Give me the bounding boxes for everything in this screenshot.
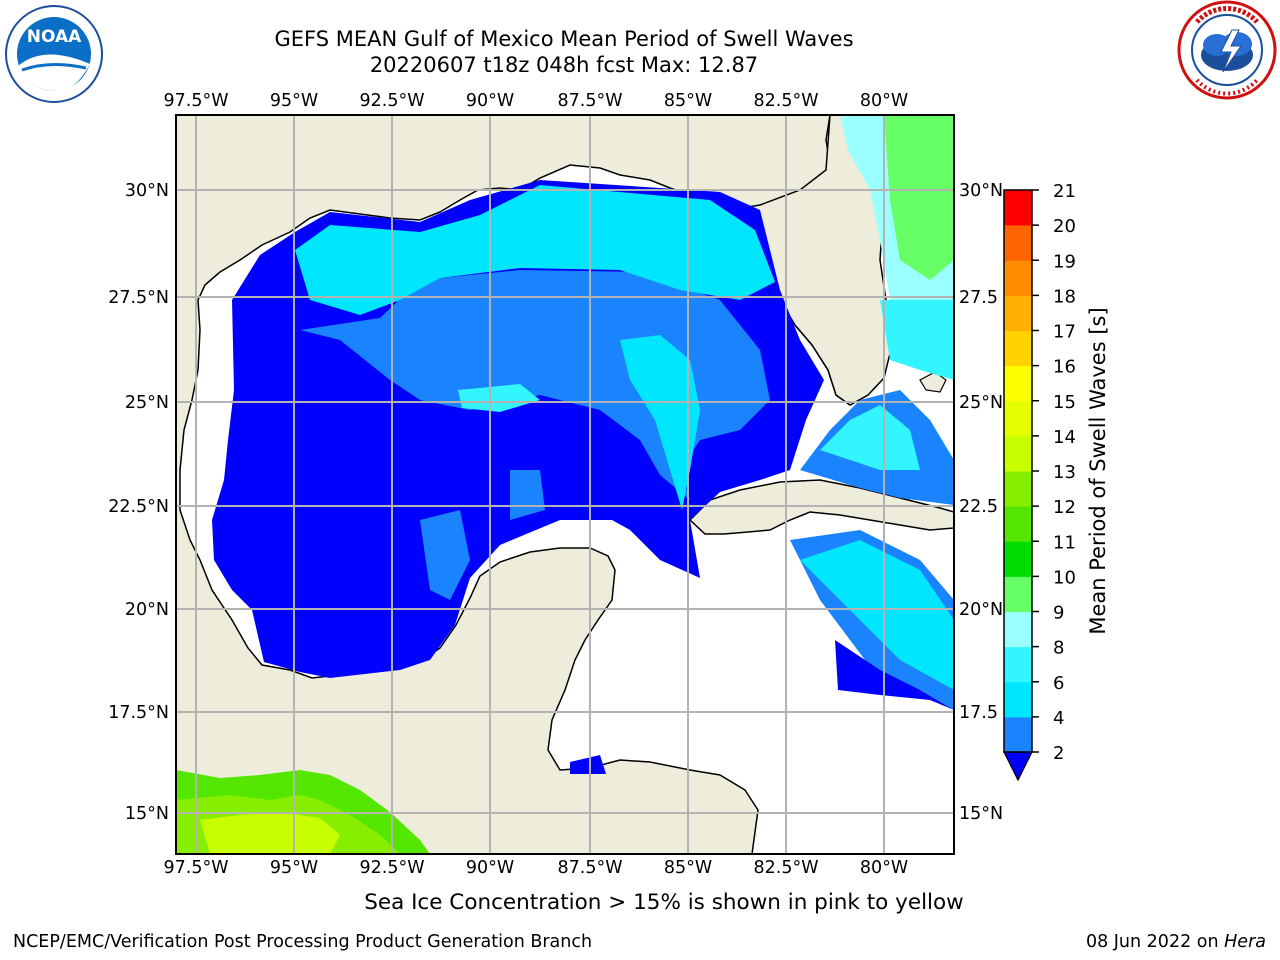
- lat-tick-label-right: 15°N: [959, 804, 1003, 824]
- lat-tick-label-left: 15°N: [125, 804, 169, 824]
- colorbar-segment: [1004, 576, 1032, 612]
- footer-credit: NCEP/EMC/Verification Post Processing Pr…: [13, 932, 593, 952]
- lat-tick-label-left: 25°N: [125, 393, 169, 413]
- colorbar-segment: [1004, 716, 1032, 753]
- footer-date: 08 Jun 2022 on Hera: [1086, 932, 1266, 952]
- lon-tick-label-top: 82.5°W: [753, 91, 818, 111]
- lat-tick-label-right: 27.5: [959, 288, 998, 308]
- lon-tick-label-bottom: 85°W: [664, 858, 712, 878]
- lon-tick-label-top: 90°W: [466, 91, 514, 111]
- lon-tick-label-top: 85°W: [664, 91, 712, 111]
- lon-tick-label-bottom: 80°W: [860, 858, 908, 878]
- colorbar-tick-label: 21: [1053, 181, 1076, 202]
- colorbar-tick-label: 12: [1053, 497, 1076, 518]
- lon-tick-label-bottom: 92.5°W: [359, 858, 424, 878]
- colorbar-tick-label: 2: [1053, 743, 1064, 764]
- colorbar-segment-top: [1004, 190, 1032, 226]
- lat-tick-label-left: 27.5°N: [108, 288, 169, 308]
- title-line-2: 20220607 t18z 048h fcst Max: 12.87: [369, 53, 759, 77]
- colorbar-segment: [1004, 471, 1032, 507]
- lon-tick-label-top: 97.5°W: [163, 91, 228, 111]
- colorbar-tick-label: 4: [1053, 708, 1064, 729]
- colorbar-tick-label: 20: [1053, 216, 1076, 237]
- lon-tick-label-bottom: 97.5°W: [163, 858, 228, 878]
- colorbar-tick-label: 18: [1053, 286, 1076, 307]
- colorbar-tick-label: 10: [1053, 567, 1076, 588]
- noaa-logo-text: NOAA: [27, 27, 82, 47]
- colorbar-segment: [1004, 435, 1032, 472]
- lon-tick-label-bottom: 82.5°W: [753, 858, 818, 878]
- colorbar-tick-label: 15: [1053, 392, 1076, 413]
- colorbar-tick-label: 8: [1053, 638, 1064, 659]
- lon-tick-label-bottom: 87.5°W: [557, 858, 622, 878]
- colorbar: 2 4 6 8 9 10 11 12 13 14 15 16 17 18 19 20 21: [1003, 181, 1076, 782]
- lat-tick-label-right: 20°N: [959, 600, 1003, 620]
- map-gridlines: [176, 115, 954, 854]
- colorbar-segment: [1004, 541, 1032, 577]
- swell-field: [212, 115, 954, 774]
- colorbar-tick-label: 17: [1053, 322, 1076, 343]
- colorbar-tick-label: 6: [1053, 673, 1064, 694]
- colorbar-tick-label: 11: [1053, 532, 1076, 553]
- lat-tick-label-left: 30°N: [125, 181, 169, 201]
- colorbar-segment: [1004, 646, 1032, 683]
- colorbar-tick-label: 9: [1053, 603, 1064, 624]
- lon-tick-label-top: 87.5°W: [557, 91, 622, 111]
- colorbar-tick-label: 16: [1053, 357, 1076, 378]
- colorbar-tick-label: 14: [1053, 427, 1076, 448]
- lat-tick-label-left: 17.5°N: [108, 703, 169, 723]
- colorbar-segment: [1004, 365, 1032, 402]
- sea-ice-note: Sea Ice Concentration > 15% is shown in …: [364, 890, 964, 915]
- lat-tick-label-right: 22.5: [959, 497, 998, 517]
- colorbar-segment: [1004, 295, 1032, 331]
- lat-tick-label-right: 30°N: [959, 181, 1003, 201]
- lon-tick-label-top: 80°W: [860, 91, 908, 111]
- title-line-1: GEFS MEAN Gulf of Mexico Mean Period of …: [274, 27, 854, 51]
- noaa-logo: NOAA: [4, 4, 104, 104]
- colorbar-segment: [1004, 681, 1032, 718]
- footer-date-text: 08 Jun 2022 on: [1085, 932, 1225, 952]
- lon-tick-label-top: 92.5°W: [359, 91, 424, 111]
- colorbar-segment: [1004, 400, 1032, 437]
- nws-logo: [1177, 0, 1277, 100]
- lat-tick-label-left: 22.5°N: [108, 497, 169, 517]
- colorbar-tick-label: 19: [1053, 251, 1076, 272]
- lat-tick-label-right: 25°N: [959, 393, 1003, 413]
- chart-title: GEFS MEAN Gulf of Mexico Mean Period of …: [200, 26, 928, 78]
- colorbar-segment: [1004, 330, 1032, 367]
- lon-tick-label-bottom: 95°W: [270, 858, 318, 878]
- lat-tick-label-right: 17.5: [959, 703, 998, 723]
- lon-tick-label-bottom: 90°W: [466, 858, 514, 878]
- colorbar-segment: [1004, 506, 1032, 542]
- colorbar-label: Mean Period of Swell Waves [s]: [1086, 307, 1110, 634]
- footer-host: Hera: [1224, 932, 1266, 952]
- colorbar-segment: [1004, 611, 1032, 648]
- colorbar-tick-label: 13: [1053, 462, 1076, 483]
- lat-tick-label-left: 20°N: [125, 600, 169, 620]
- colorbar-segment: [1004, 225, 1032, 261]
- colorbar-segment: [1004, 260, 1032, 296]
- lon-tick-label-top: 95°W: [270, 91, 318, 111]
- colorbar-under-arrow: [1003, 751, 1033, 782]
